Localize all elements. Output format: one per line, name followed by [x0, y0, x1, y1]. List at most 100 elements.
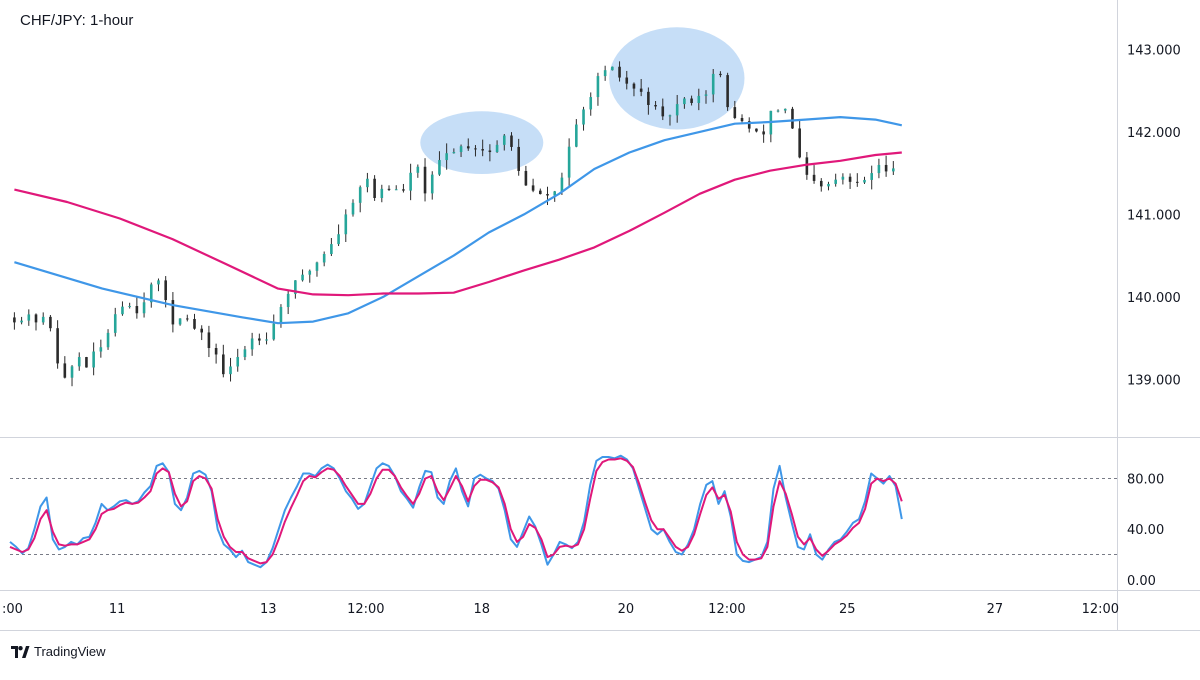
candle-body — [560, 177, 564, 192]
candle-body — [474, 148, 477, 150]
candle-body — [106, 332, 110, 348]
candle-body — [661, 106, 665, 117]
candle-body — [531, 185, 535, 191]
stochastic-axis-tick-label: 80.00 — [1127, 473, 1164, 488]
candle-body — [719, 73, 722, 76]
candle-body — [819, 180, 823, 187]
time-axis-tick-label: 13 — [260, 602, 277, 617]
candle-body — [157, 280, 160, 285]
brand-watermark[interactable]: TradingView — [10, 644, 106, 659]
candle-body — [258, 338, 261, 341]
candle-body — [121, 306, 124, 315]
candle-body — [704, 94, 708, 96]
candle-body — [834, 179, 837, 184]
stochastic-axis-tick-label: 40.00 — [1127, 523, 1164, 538]
candle-body — [308, 270, 312, 275]
moving-average-blue-line — [14, 116, 903, 325]
candle-body — [596, 76, 600, 98]
candle-body — [193, 318, 196, 329]
candle-body — [481, 149, 484, 151]
candle-body — [99, 347, 103, 352]
candle-body — [34, 314, 38, 323]
candle-body — [20, 320, 23, 323]
candle-body — [164, 280, 167, 301]
candle-body — [776, 110, 780, 112]
candle-body — [762, 131, 765, 135]
candle-body — [70, 366, 74, 378]
candle-body — [639, 88, 643, 92]
candle-body — [409, 172, 412, 191]
candle-body — [185, 318, 189, 320]
time-axis-tick-label: :00 — [2, 602, 23, 617]
candle-body — [171, 300, 175, 325]
candle-body — [827, 183, 830, 187]
candle-body — [416, 166, 420, 173]
candle-body — [207, 332, 211, 349]
candle-body — [690, 98, 693, 104]
candle-body — [236, 357, 240, 367]
time-axis-tick-label: 12:00 — [347, 602, 384, 617]
candle-body — [13, 317, 16, 323]
candle-body — [841, 176, 845, 180]
candle-body — [322, 254, 326, 263]
candle-body — [56, 328, 59, 364]
candle-body — [344, 214, 348, 235]
candle-body — [553, 191, 557, 196]
candle-body — [733, 107, 737, 118]
stochastic-axis-tick-label: 0.00 — [1127, 574, 1156, 589]
candle-body — [438, 160, 441, 175]
candle-body — [27, 314, 31, 321]
candle-body — [77, 357, 81, 367]
candle-body — [423, 166, 427, 194]
moving-average-pink-line — [14, 151, 902, 297]
candle-body — [589, 97, 593, 110]
highlight-ellipse — [420, 111, 544, 174]
candle-body — [812, 174, 816, 181]
candle-body — [214, 348, 218, 355]
candle-body — [250, 338, 254, 350]
candle-body — [358, 187, 362, 203]
candle-body — [711, 73, 715, 95]
candle-body — [892, 168, 895, 172]
stochastic-k-line — [9, 454, 903, 569]
brand-name: TradingView — [34, 644, 106, 659]
candle-body — [683, 98, 686, 105]
candle-body — [747, 121, 751, 129]
time-axis-tick-label: 25 — [839, 602, 856, 617]
candle-body — [330, 244, 333, 255]
candle-body — [430, 174, 434, 194]
candle-body — [63, 363, 67, 378]
time-axis-tick-label: 11 — [109, 602, 126, 617]
candle-body — [740, 117, 744, 122]
highlight-ellipse — [609, 27, 745, 130]
candle-body — [301, 274, 304, 281]
candle-body — [625, 77, 629, 84]
chart-title: CHF/JPY: 1-hour — [20, 12, 134, 29]
time-axis-tick-label: 27 — [987, 602, 1004, 617]
candle-body — [870, 173, 874, 180]
candle-body — [351, 202, 355, 215]
candle-body — [243, 349, 247, 358]
candle-body — [466, 146, 470, 149]
candle-body — [726, 75, 729, 108]
price-axis-tick-label: 140.000 — [1127, 291, 1181, 306]
candle-body — [373, 178, 376, 198]
candle-body — [380, 188, 384, 198]
candle-body — [142, 302, 146, 314]
time-axis-tick-label: 12:00 — [1082, 602, 1119, 617]
candle-body — [510, 135, 513, 147]
candle-body — [884, 164, 888, 172]
candle-body — [755, 128, 758, 132]
candle-body — [495, 144, 499, 153]
candle-body — [272, 323, 276, 340]
candle-body — [575, 124, 578, 147]
candle-body — [805, 157, 809, 175]
candle-body — [488, 150, 492, 153]
candlestick-series — [13, 61, 895, 387]
candle-body — [668, 115, 672, 117]
candle-body — [178, 318, 182, 325]
candle-body — [286, 293, 290, 308]
candle-body — [394, 189, 398, 191]
